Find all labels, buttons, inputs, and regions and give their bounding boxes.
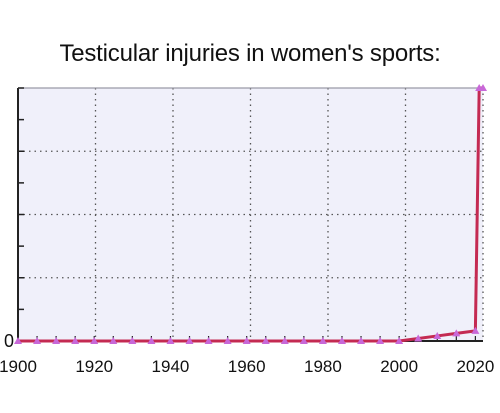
data-point [318, 337, 327, 344]
data-point [147, 337, 156, 344]
x-tick-label: 2020 [456, 357, 494, 376]
x-tick-label: 2000 [380, 357, 418, 376]
x-tick-label: 1960 [228, 357, 266, 376]
data-point [337, 337, 346, 344]
data-point [128, 337, 137, 344]
data-point [204, 337, 213, 344]
data-point [71, 337, 80, 344]
data-point [261, 337, 270, 344]
data-point [280, 337, 289, 344]
y-tick-label: 0 [4, 331, 14, 351]
x-tick-label: 1940 [152, 357, 190, 376]
data-point [33, 337, 42, 344]
x-tick-label: 1980 [304, 357, 342, 376]
data-point [471, 326, 480, 334]
data-point [479, 84, 487, 91]
data-point [185, 337, 194, 344]
data-point [14, 337, 22, 344]
data-point [223, 337, 232, 344]
x-tick-label: 1900 [0, 357, 37, 376]
chart-title: Testicular injuries in women's sports: [59, 40, 441, 67]
data-point [414, 334, 423, 342]
data-point [376, 337, 385, 344]
x-tick-label: 1920 [75, 357, 113, 376]
data-point [433, 331, 442, 339]
data-point [52, 337, 61, 344]
data-point [452, 329, 461, 337]
data-point [109, 337, 118, 344]
data-point [242, 337, 251, 344]
data-point [166, 337, 175, 344]
data-point [395, 337, 404, 344]
data-point [299, 337, 308, 344]
data-point [90, 337, 99, 344]
data-point [357, 337, 366, 344]
